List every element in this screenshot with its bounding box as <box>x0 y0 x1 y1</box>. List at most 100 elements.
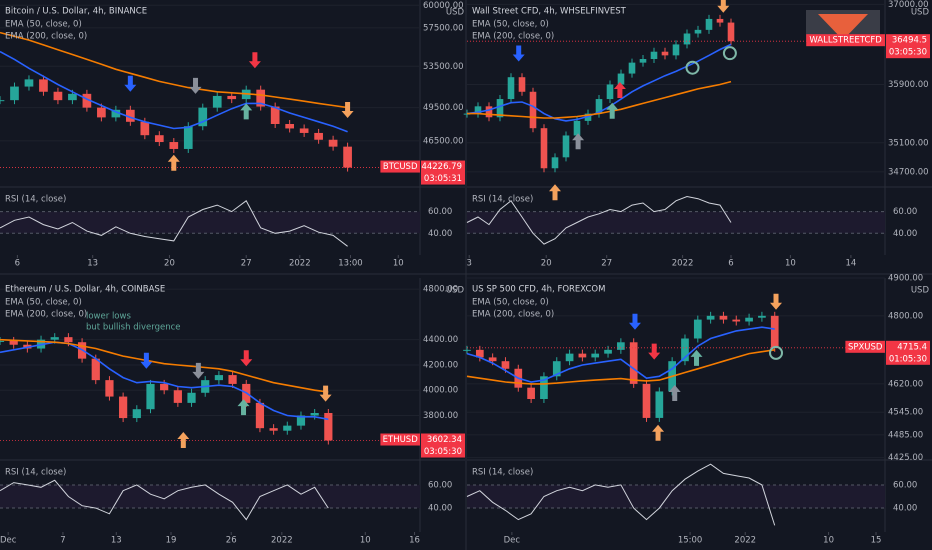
x-tick-label: 26 <box>226 536 237 546</box>
y-tick-label: 4485.00 <box>888 430 923 440</box>
price-box <box>886 34 930 59</box>
rsi-line <box>466 195 732 245</box>
candle <box>642 383 651 418</box>
candle <box>146 383 155 410</box>
y-tick-label: 4000.00 <box>423 386 458 396</box>
candle <box>639 58 647 63</box>
candle <box>693 319 702 339</box>
symbol-box <box>845 340 885 353</box>
candle <box>661 51 669 56</box>
candle <box>655 391 664 418</box>
x-tick-label: 13:00 <box>338 259 363 269</box>
rsi-tick-label: 40.00 <box>893 229 917 239</box>
marker-arrow <box>177 431 190 448</box>
symbol-box <box>380 433 420 446</box>
marker-arrow <box>572 133 585 150</box>
time-label: 03:05:31 <box>424 174 462 184</box>
symbol-label: BTCUSD <box>383 162 418 172</box>
candle <box>173 390 182 403</box>
candle <box>540 128 548 169</box>
price-box <box>421 160 465 185</box>
candle <box>770 315 779 348</box>
candle <box>629 342 638 384</box>
candle <box>0 100 5 102</box>
candle <box>214 375 223 381</box>
y-tick-label: 53500.00 <box>423 62 464 72</box>
x-tick-label: Dec <box>0 536 17 546</box>
marker-circle <box>769 345 784 360</box>
candle <box>745 317 753 322</box>
marker-arrow <box>319 385 332 402</box>
marker-arrow <box>248 52 261 69</box>
marker-arrow <box>717 0 730 13</box>
x-tick-label: 15:00 <box>678 536 703 546</box>
time-label: 03:05:30 <box>889 48 927 58</box>
candle <box>0 340 5 342</box>
marker-arrow <box>512 45 525 62</box>
x-tick-label: 2022 <box>672 259 694 269</box>
candle <box>10 86 19 101</box>
y-tick-label: 57500.00 <box>423 23 464 33</box>
chart-title: Bitcoin / U.S. Dollar, 4h, BINANCE <box>5 7 147 17</box>
x-tick-label: 13 <box>111 536 122 546</box>
candle <box>552 361 561 377</box>
marker-arrow <box>124 75 137 92</box>
rsi-band <box>467 484 885 509</box>
candle <box>591 353 600 358</box>
candle <box>527 387 535 400</box>
legend-entry: EMA (50, close, 0) <box>5 20 82 30</box>
rsi-band <box>467 211 885 234</box>
marker-arrow <box>652 424 665 441</box>
candle <box>475 349 484 358</box>
time-label: 01:05:30 <box>889 354 927 364</box>
candle <box>573 120 581 136</box>
marker-arrow <box>237 399 250 416</box>
marker-arrow <box>690 349 703 366</box>
candle <box>119 396 128 419</box>
candle <box>154 135 164 143</box>
candle <box>672 44 680 56</box>
currency: USD <box>446 8 465 18</box>
candle <box>255 402 265 429</box>
candle <box>595 99 603 114</box>
x-tick-label: 10 <box>360 536 371 546</box>
candle <box>683 33 691 45</box>
ema-line <box>466 326 775 383</box>
currency: USD <box>911 8 930 18</box>
x-tick-label: 2022 <box>734 536 756 546</box>
rsi-line <box>466 463 776 526</box>
price-box <box>421 433 465 458</box>
y-tick-label: 4545.00 <box>888 408 923 418</box>
candle <box>324 413 333 441</box>
candle <box>706 315 715 320</box>
candle <box>198 107 208 127</box>
y-tick-label: 35900.00 <box>888 80 929 90</box>
candle <box>474 106 482 114</box>
candle <box>132 409 141 419</box>
candle <box>496 99 504 118</box>
legend-entry: EMA (50, close, 0) <box>472 20 549 30</box>
x-tick-label: Dec <box>504 536 521 546</box>
rsi-title: RSI (14, close) <box>5 195 66 205</box>
marker-arrow <box>240 103 253 120</box>
candle <box>551 157 559 169</box>
candle <box>105 380 114 397</box>
candle <box>227 95 237 100</box>
candle <box>212 95 222 108</box>
candle <box>9 340 18 345</box>
candle <box>529 91 537 129</box>
ema-line <box>466 349 775 385</box>
symbol-label: ETHUSD <box>383 435 419 445</box>
candle <box>328 139 338 147</box>
candle <box>256 89 266 107</box>
candle <box>169 142 179 149</box>
rsi-band <box>0 484 420 509</box>
x-tick-label: 27 <box>241 259 252 269</box>
candle <box>604 349 612 354</box>
price-box <box>886 340 930 365</box>
candle <box>97 107 106 118</box>
legend-entry: EMA (200, close, 0) <box>472 32 554 42</box>
rsi-tick-label: 60.00 <box>428 207 452 217</box>
marker-arrow <box>628 313 641 330</box>
y-tick-label: 4800.00 <box>423 285 458 295</box>
